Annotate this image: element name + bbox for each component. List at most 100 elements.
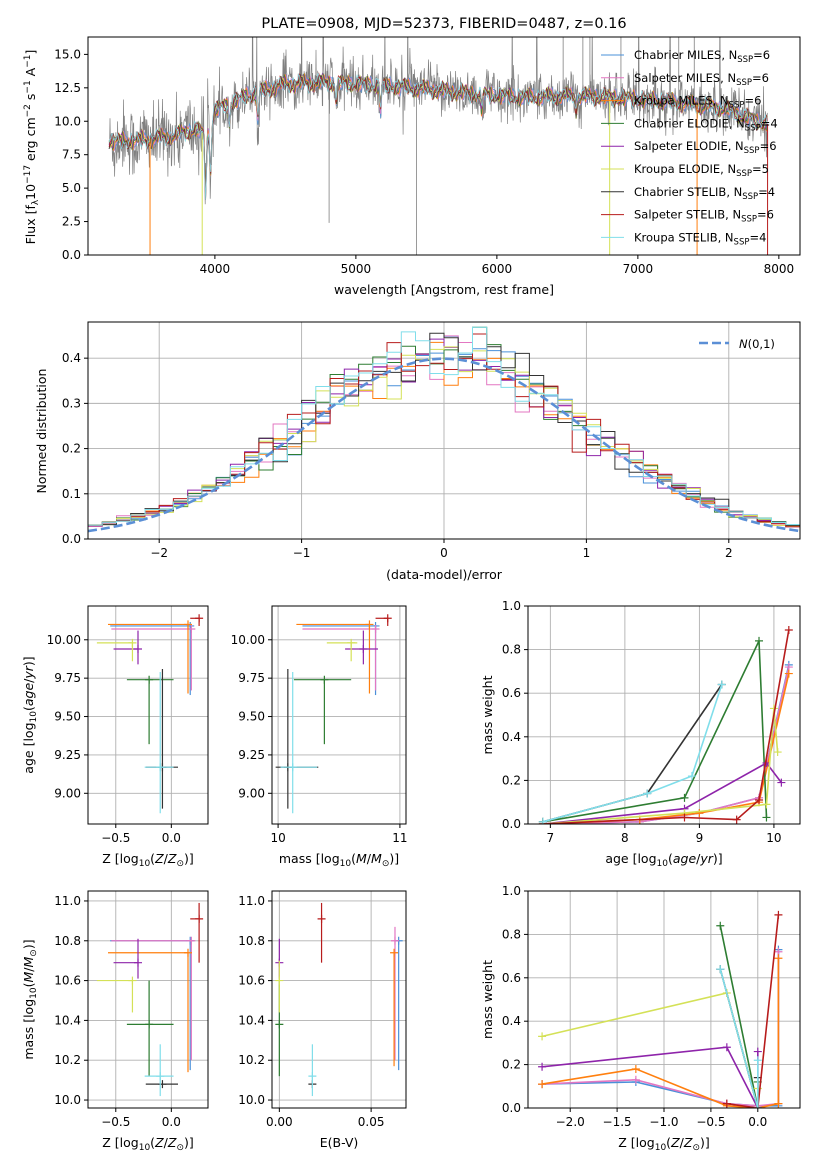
weight-vs-metallicity-panel: −2.0 −1.5 −1.0 −0.5 0.0 0.0 0.2 0.4 0.6 0.8 1.0 Z [… <box>480 884 801 1153</box>
y-tick-label: 0.6 <box>502 971 521 985</box>
model-spectrum-line <box>108 72 768 200</box>
spectrum-ylabel: Flux [fλ10−17 erg cm−2 s−1 A−1] <box>23 50 41 245</box>
y-tick-label: 9.75 <box>54 671 81 685</box>
weight-line <box>541 992 759 1108</box>
errorbar-marker <box>275 976 284 985</box>
errorbar-marker <box>308 1072 317 1081</box>
y-tick-label: 5.0 <box>62 181 81 195</box>
y-tick-label: 1.0 <box>502 884 521 898</box>
errorbar-marker <box>187 936 196 945</box>
axes-frame <box>271 605 407 825</box>
weight-series <box>716 965 762 1108</box>
errorbar-marker <box>317 914 326 923</box>
errorbar-point <box>293 675 352 745</box>
y-tick-label: 0.0 <box>62 248 81 262</box>
y-tick-label: 0.2 <box>502 1058 521 1072</box>
y-tick-label: 0.0 <box>502 817 521 831</box>
gridlines <box>272 606 406 824</box>
errorbars <box>96 614 204 814</box>
y-tick-label: 0.0 <box>502 1101 521 1115</box>
errorbar-point <box>145 668 178 809</box>
y-tick-label: 0.4 <box>502 1014 521 1028</box>
weight-series <box>538 704 782 824</box>
errorbar-marker <box>184 948 192 957</box>
axes-frame <box>87 890 209 1109</box>
errorbar-point <box>111 625 196 691</box>
weight-marker <box>631 1064 640 1073</box>
weight-line <box>542 640 768 823</box>
errorbar-point <box>126 980 174 1077</box>
errorbar-point <box>390 948 399 1067</box>
errorbar-point <box>275 668 319 809</box>
spectrum-panel: PLATE=0908, MJD=52373, FIBERID=0487, z=0… <box>23 16 801 297</box>
spectrum-lines <box>108 37 769 255</box>
errorbar-marker <box>145 1020 154 1029</box>
y-tick-label: 0.1 <box>62 487 81 501</box>
y-tick-label: 11.0 <box>54 894 81 908</box>
weight-marker <box>680 793 689 802</box>
y-axis-label: mass [log10(M/M⊙)] <box>21 939 39 1059</box>
y-tick-label: 12.5 <box>54 81 81 95</box>
legend-label: Salpeter ELODIE, NSSP=6 <box>634 139 777 156</box>
weight-marker <box>762 813 771 822</box>
errorbar-point <box>326 638 358 662</box>
weight-marker <box>774 1099 783 1108</box>
errorbar-point <box>96 638 137 662</box>
weight-marker <box>722 1099 731 1108</box>
errorbar-point <box>145 1080 178 1089</box>
weight-line <box>719 968 759 1108</box>
weight-marker <box>732 815 741 824</box>
errorbar-marker <box>128 976 137 985</box>
x-tick-label: 2 <box>725 546 733 560</box>
errorbar-point <box>394 936 403 1071</box>
x-axis-label: mass [log10(M/M⊙)] <box>279 851 399 869</box>
y-tick-label: 9.25 <box>238 748 265 762</box>
x-tick-label: 6000 <box>482 262 513 276</box>
x-tick-label: 5000 <box>341 262 372 276</box>
errorbar-marker <box>275 1020 284 1029</box>
x-tick-label: −1 <box>293 546 311 560</box>
y-tick-label: 10.00 <box>47 633 81 647</box>
weight-line <box>542 1046 759 1108</box>
x-tick-label: 8000 <box>764 262 795 276</box>
weight-series <box>538 680 726 824</box>
weight-series <box>538 636 771 824</box>
x-tick-label: 0.0 <box>162 831 181 845</box>
weight-series <box>716 921 762 1108</box>
y-axis-label: age [log10(age/yr)] <box>21 656 39 773</box>
errorbar-point <box>108 620 192 694</box>
weight-line <box>542 684 723 823</box>
x-axis-label: age [log10(age/yr)] <box>605 851 722 869</box>
x-tick-label: 7000 <box>623 262 654 276</box>
normal-reference-curve <box>88 357 800 533</box>
weight-marker <box>687 772 696 781</box>
errorbar-point <box>302 625 380 691</box>
weight-marker <box>643 789 652 798</box>
mass-vs-extinction-panel: 0.00 0.05 10.0 10.2 10.4 10.6 10.8 11.0 E(B-V) <box>238 890 407 1150</box>
residual-xlabel: (data-model)/error <box>386 567 503 582</box>
errorbar-point <box>126 675 174 745</box>
errorbar-marker <box>187 625 196 634</box>
errorbars <box>275 902 403 1097</box>
errorbar-marker <box>195 914 204 923</box>
x-tick-label: 0.0 <box>162 1115 181 1129</box>
errorbar-point <box>280 672 318 814</box>
errorbar-marker <box>184 620 192 629</box>
y-axis-label: mass weight <box>480 675 495 754</box>
y-tick-label: 1.0 <box>502 599 521 613</box>
errorbar-point <box>302 621 380 696</box>
y-tick-label: 2.5 <box>62 215 81 229</box>
x-tick-label: −0.5 <box>101 831 130 845</box>
y-tick-label: 10.6 <box>54 974 81 988</box>
weight-marker <box>680 813 689 822</box>
y-tick-label: 9.00 <box>238 786 265 800</box>
y-tick-label: 10.2 <box>54 1053 81 1067</box>
legend-label: Chabrier MILES, NSSP=6 <box>634 48 770 65</box>
x-tick-label: 1 <box>583 546 591 560</box>
weight-marker <box>755 636 764 645</box>
x-tick-label: 9 <box>696 831 704 845</box>
legend-label: Salpeter STELIB, NSSP=6 <box>634 208 774 225</box>
weight-lines <box>538 625 793 824</box>
y-tick-label: 0.8 <box>502 927 521 941</box>
